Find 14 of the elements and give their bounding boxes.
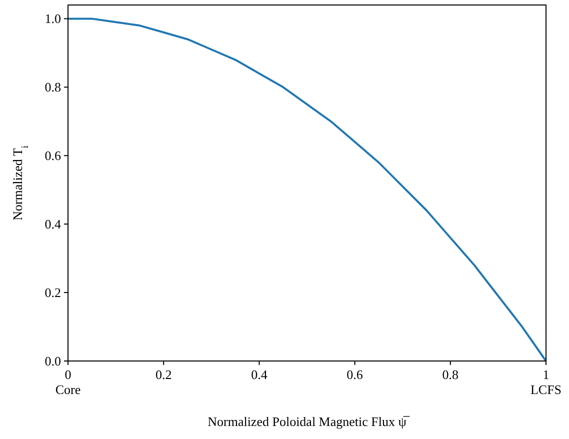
y-tick-label: 0.2 bbox=[44, 285, 61, 300]
y-tick-label: 0.0 bbox=[44, 354, 61, 368]
y-tick-label: 0.8 bbox=[44, 80, 61, 95]
x-axis-title: Normalized Poloidal Magnetic Flux ψ̅ bbox=[208, 414, 410, 429]
y-tick-label: 1.0 bbox=[44, 11, 61, 26]
y-tick-label: 0.4 bbox=[44, 216, 62, 232]
x-tick-label: 1 LCFS bbox=[530, 367, 562, 397]
x-tick-label: 0.2 bbox=[155, 367, 172, 382]
x-tick-label: 0 Core bbox=[55, 367, 81, 397]
x-tick-label: 0.4 bbox=[251, 367, 268, 382]
line-series bbox=[67, 18, 547, 362]
y-tick-label: 0.6 bbox=[44, 148, 62, 164]
x-tick-label: 0.6 bbox=[346, 367, 364, 382]
x-tick-label: 0.8 bbox=[442, 367, 459, 382]
